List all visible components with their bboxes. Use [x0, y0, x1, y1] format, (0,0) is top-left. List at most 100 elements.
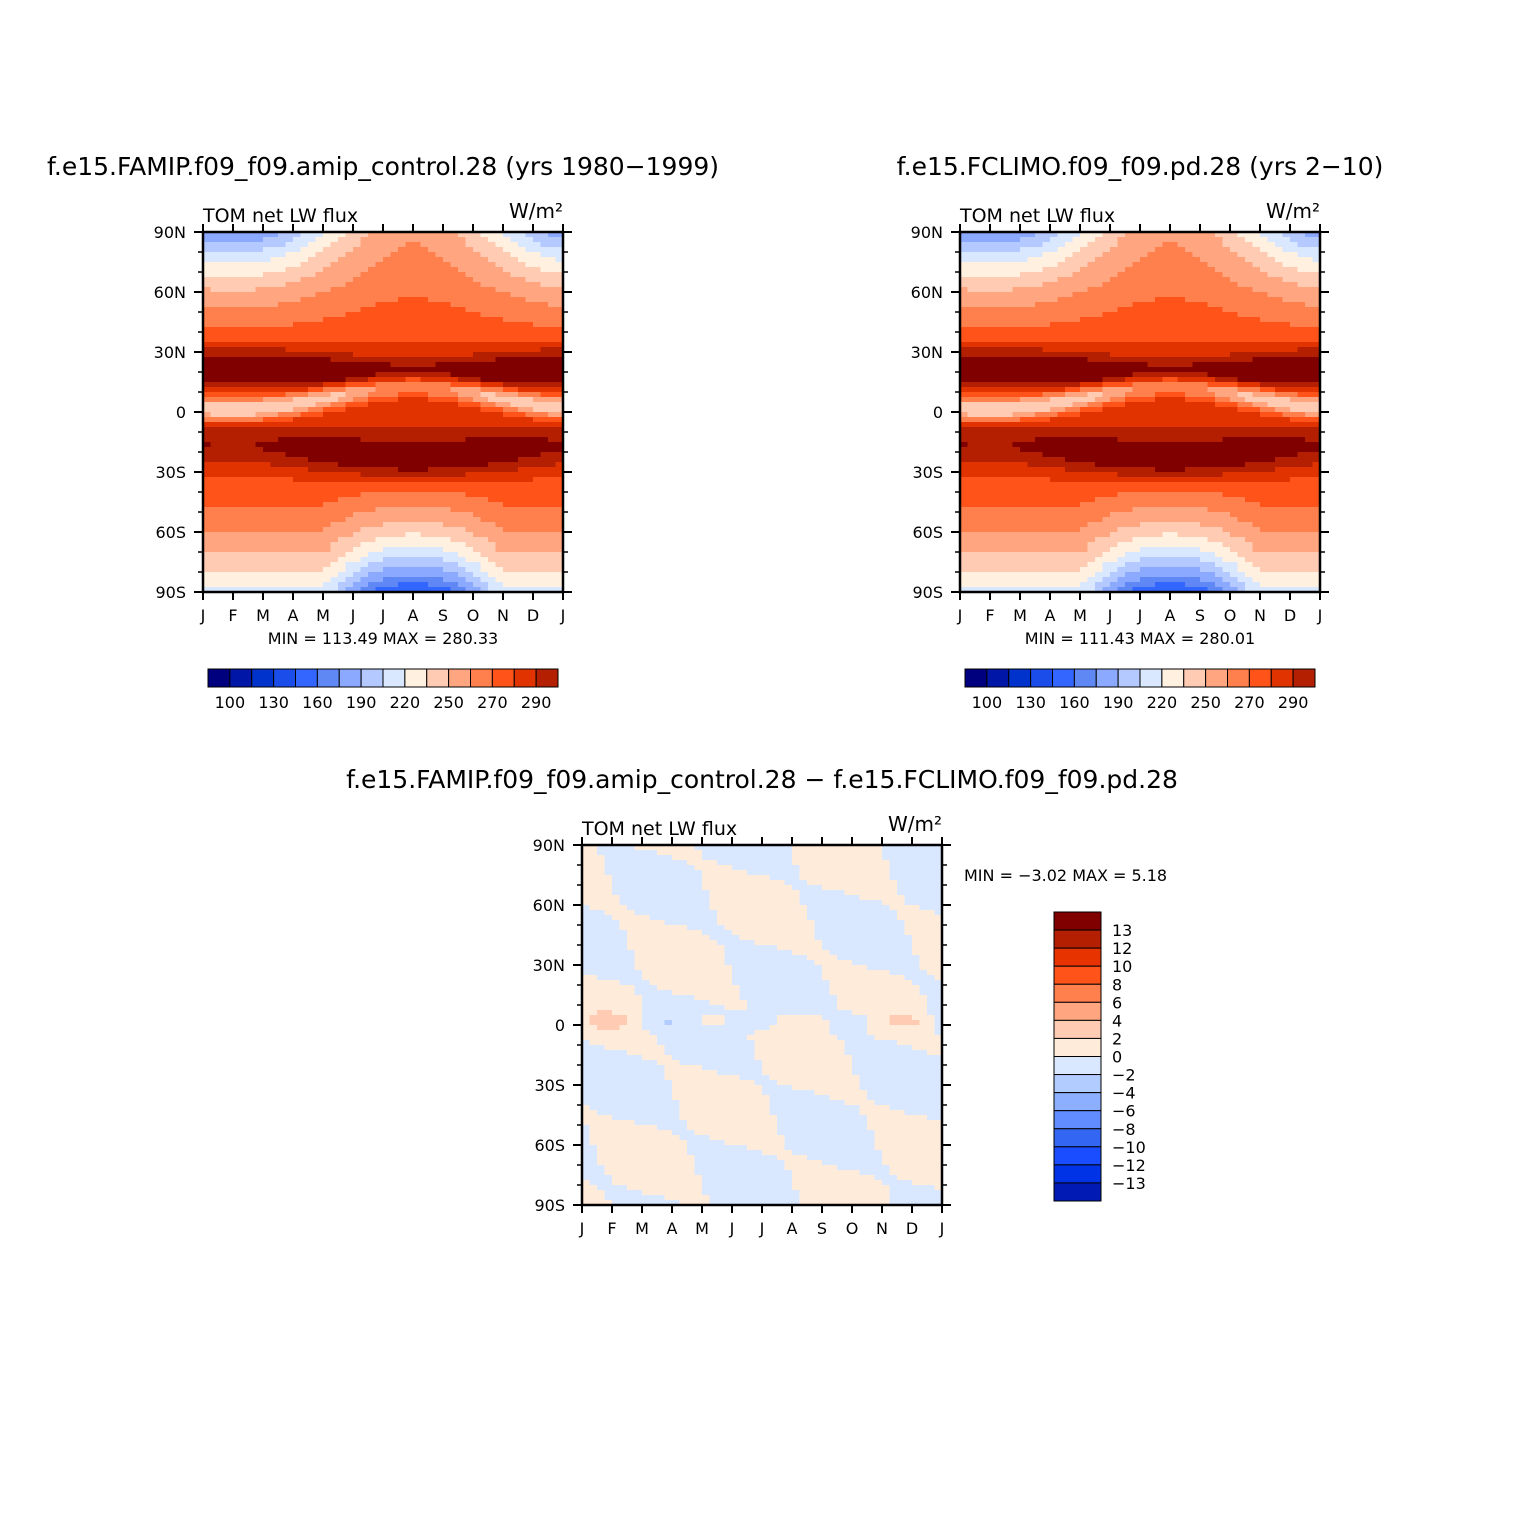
- heatmap-cell: [488, 367, 497, 373]
- heatmap-cell: [1215, 352, 1224, 358]
- heatmap-cell: [960, 377, 969, 383]
- heatmap-cell: [1012, 257, 1021, 263]
- heatmap-cell: [443, 542, 452, 548]
- heatmap-cell: [1125, 262, 1134, 268]
- heatmap-cell: [218, 562, 227, 568]
- heatmap-cell: [1027, 262, 1036, 268]
- heatmap-cell: [503, 462, 512, 468]
- heatmap-cell: [975, 297, 984, 303]
- heatmap-cell: [1297, 287, 1306, 293]
- heatmap-cell: [293, 522, 302, 528]
- heatmap-cell: [458, 267, 467, 273]
- heatmap-cell: [1162, 352, 1171, 358]
- heatmap-cell: [1200, 312, 1209, 318]
- heatmap-cell: [450, 497, 459, 503]
- heatmap-cell: [420, 387, 429, 393]
- heatmap-cell: [225, 332, 234, 338]
- heatmap-cell: [383, 337, 392, 343]
- heatmap-cell: [495, 302, 504, 308]
- heatmap-cell: [1042, 337, 1051, 343]
- heatmap-cell: [330, 367, 339, 373]
- heatmap-cell: [458, 362, 467, 368]
- heatmap-cell: [270, 497, 279, 503]
- heatmap-cell: [353, 337, 362, 343]
- heatmap-cell: [975, 287, 984, 293]
- heatmap-cell: [503, 532, 512, 538]
- heatmap-cell: [263, 332, 272, 338]
- heatmap-cell: [488, 582, 497, 588]
- heatmap-cell: [308, 307, 317, 313]
- heatmap-cell: [1050, 262, 1059, 268]
- heatmap-cell: [360, 277, 369, 283]
- heatmap-cell: [285, 297, 294, 303]
- heatmap-cell: [293, 532, 302, 538]
- heatmap-cell: [982, 297, 991, 303]
- heatmap-cell: [990, 272, 999, 278]
- heatmap-cell: [368, 322, 377, 328]
- heatmap-cell: [1207, 237, 1216, 243]
- heatmap-cell: [240, 532, 249, 538]
- heatmap-cell: [233, 582, 242, 588]
- heatmap-cell: [413, 357, 422, 363]
- heatmap-cell: [1222, 342, 1231, 348]
- heatmap-cell: [443, 337, 452, 343]
- heatmap-cell: [240, 247, 249, 253]
- heatmap-cell: [1057, 262, 1066, 268]
- heatmap-cell: [390, 252, 399, 258]
- heatmap-cell: [1177, 322, 1186, 328]
- heatmap-cell: [390, 327, 399, 333]
- heatmap-cell: [210, 337, 219, 343]
- heatmap-cell: [293, 287, 302, 293]
- y-tick-label: 0: [176, 403, 186, 422]
- heatmap-cell: [300, 427, 309, 433]
- heatmap-cell: [1102, 337, 1111, 343]
- heatmap-cell: [1275, 342, 1284, 348]
- heatmap-cell: [1027, 237, 1036, 243]
- heatmap-cell: [1147, 247, 1156, 253]
- heatmap-cell: [555, 517, 564, 523]
- heatmap-cell: [1267, 237, 1276, 243]
- heatmap-cell: [345, 282, 354, 288]
- heatmap-cell: [330, 277, 339, 283]
- heatmap-cell: [1290, 362, 1299, 368]
- heatmap-cell: [398, 362, 407, 368]
- heatmap-cell: [240, 522, 249, 528]
- heatmap-cell: [533, 267, 542, 273]
- heatmap-cell: [218, 302, 227, 308]
- heatmap-cell: [240, 392, 249, 398]
- heatmap-cell: [1065, 247, 1074, 253]
- heatmap-cell: [203, 387, 212, 393]
- heatmap-cell: [248, 442, 257, 448]
- heatmap-cell: [390, 427, 399, 433]
- heatmap-cell: [960, 297, 969, 303]
- heatmap-cell: [503, 482, 512, 488]
- heatmap-cell: [488, 352, 497, 358]
- heatmap-cell: [540, 412, 549, 418]
- heatmap-cell: [1237, 312, 1246, 318]
- heatmap-cell: [540, 452, 549, 458]
- heatmap-cell: [413, 457, 422, 463]
- heatmap-cell: [1072, 292, 1081, 298]
- heatmap-cell: [240, 482, 249, 488]
- heatmap-cell: [473, 372, 482, 378]
- heatmap-cell: [210, 437, 219, 443]
- heatmap-cell: [278, 487, 287, 493]
- heatmap-cell: [1027, 322, 1036, 328]
- heatmap-cell: [1282, 277, 1291, 283]
- heatmap-cell: [1267, 267, 1276, 273]
- heatmap-cell: [233, 462, 242, 468]
- heatmap-cell: [278, 497, 287, 503]
- heatmap-cell: [420, 307, 429, 313]
- heatmap-cell: [285, 462, 294, 468]
- heatmap-cell: [203, 557, 212, 563]
- heatmap-cell: [308, 357, 317, 363]
- heatmap-cell: [315, 517, 324, 523]
- heatmap-cell: [300, 447, 309, 453]
- heatmap-cell: [1192, 357, 1201, 363]
- heatmap-cell: [278, 267, 287, 273]
- heatmap-cell: [450, 392, 459, 398]
- heatmap-cell: [533, 582, 542, 588]
- heatmap-cell: [360, 427, 369, 433]
- heatmap-cell: [203, 502, 212, 508]
- heatmap-cell: [450, 232, 459, 238]
